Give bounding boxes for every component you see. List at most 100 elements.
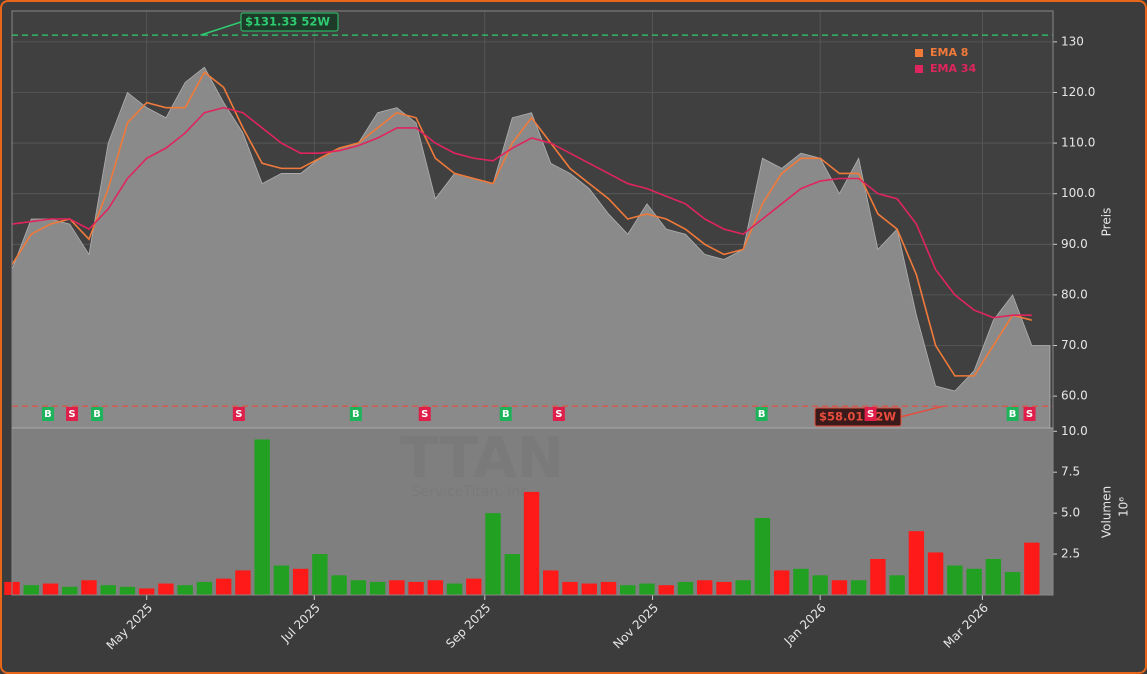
signal-badge	[66, 407, 79, 421]
volume-bar	[889, 575, 905, 595]
company-watermark: ServiceTitan, Inc.	[412, 484, 533, 500]
signal-label: S	[867, 409, 874, 420]
signal-label: B	[1009, 409, 1017, 420]
volume-bar	[697, 580, 713, 595]
volume-bar	[793, 568, 809, 595]
annotation-box	[814, 407, 902, 427]
y-axis-label: Volumen	[1100, 486, 1114, 538]
volume-bar	[466, 578, 482, 595]
signal-label: S	[1026, 409, 1033, 420]
signal-label: B	[758, 409, 766, 420]
y-axis-label: Preis	[1100, 208, 1114, 237]
ticker-watermark: TTAN	[400, 426, 564, 491]
volume-bar	[254, 439, 270, 595]
annotation-label: $58.01 52W	[819, 410, 896, 424]
volume-bar	[716, 581, 732, 595]
x-tick-label: May 2025	[104, 601, 156, 653]
volume-bar	[735, 580, 751, 595]
volume-bar	[485, 513, 501, 595]
plot-border	[11, 10, 1054, 596]
y-tick-label: 10.0	[1061, 424, 1088, 438]
volume-bar	[42, 583, 59, 595]
annotation-arrow	[899, 405, 944, 418]
signal-badge	[91, 407, 104, 421]
volume-bar	[812, 575, 828, 595]
signal-badge	[1023, 407, 1036, 421]
y-tick-label: 100.0	[1061, 186, 1095, 200]
volume-bar	[62, 586, 78, 595]
volume-bar	[927, 552, 944, 595]
volume-bar	[427, 580, 444, 595]
annotation-box	[240, 12, 339, 32]
signal-badge	[1006, 407, 1019, 421]
signal-badge	[864, 407, 877, 421]
y-tick-label: 2.5	[1061, 547, 1080, 561]
volume-bar	[119, 586, 136, 595]
volume-bar	[408, 581, 424, 595]
ema-line	[11, 106, 1032, 319]
y-axis-unit: 10⁶	[1117, 497, 1131, 517]
annotation-arrow	[200, 21, 242, 36]
signal-badge	[755, 407, 768, 421]
y-tick-label: 7.5	[1061, 465, 1080, 479]
signal-badge	[41, 407, 54, 421]
signal-badge	[552, 407, 565, 421]
x-tick-label: Jul 2025	[278, 601, 323, 646]
signal-label: S	[555, 409, 562, 420]
volume-bar	[600, 581, 617, 595]
volume-bar	[215, 578, 232, 595]
volume-bar	[850, 580, 867, 595]
y-tick-label: 5.0	[1061, 506, 1080, 520]
y-tick-label: 110.0	[1061, 136, 1095, 150]
legend-swatch	[915, 49, 923, 57]
y-tick-label: 70.0	[1061, 338, 1088, 352]
signal-badge	[232, 407, 245, 421]
legend-label: EMA 34	[930, 62, 976, 75]
volume-bar	[639, 583, 655, 595]
x-tick-label: Sep 2025	[443, 601, 493, 651]
volume-bar	[754, 518, 771, 595]
volume-bar	[773, 570, 790, 595]
volume-bar	[350, 580, 367, 595]
signal-label: B	[44, 409, 52, 420]
volume-bar	[331, 575, 347, 595]
volume-bar	[389, 580, 405, 595]
volume-bar	[446, 583, 463, 595]
legend-label: EMA 8	[930, 46, 968, 59]
y-tick-label: 90.0	[1061, 237, 1088, 251]
volume-bar	[100, 585, 116, 595]
signal-label: B	[352, 409, 360, 420]
volume-bar	[831, 580, 848, 595]
volume-bar	[985, 558, 1002, 595]
volume-bar	[177, 585, 193, 595]
signal-badge	[418, 407, 431, 421]
volume-bar	[870, 558, 886, 595]
y-tick-label: 130	[1061, 34, 1084, 48]
volume-bar	[1004, 572, 1021, 595]
y-tick-label: 80.0	[1061, 287, 1088, 301]
x-tick-label: Nov 2025	[610, 601, 661, 652]
volume-bar	[620, 585, 636, 595]
y-tick-label: 60.0	[1061, 389, 1088, 403]
volume-bar	[966, 568, 982, 595]
volume-bar	[235, 570, 251, 595]
volume-bar	[23, 585, 39, 595]
volume-bar	[581, 583, 597, 595]
volume-bar	[81, 580, 97, 595]
signal-badge	[499, 407, 512, 421]
volume-bar	[543, 570, 559, 595]
volume-bar	[196, 581, 213, 595]
signal-badge	[349, 407, 362, 421]
y-tick-label: 120.0	[1061, 85, 1095, 99]
volume-bar	[273, 565, 290, 595]
volume-bar	[138, 588, 155, 595]
volume-bar	[947, 565, 963, 595]
volume-bar	[369, 581, 386, 595]
signal-label: S	[235, 409, 242, 420]
annotation-label: $131.33 52W	[245, 15, 330, 29]
signal-label: B	[502, 409, 510, 420]
volume-bar	[562, 581, 578, 595]
signal-label: S	[421, 409, 428, 420]
